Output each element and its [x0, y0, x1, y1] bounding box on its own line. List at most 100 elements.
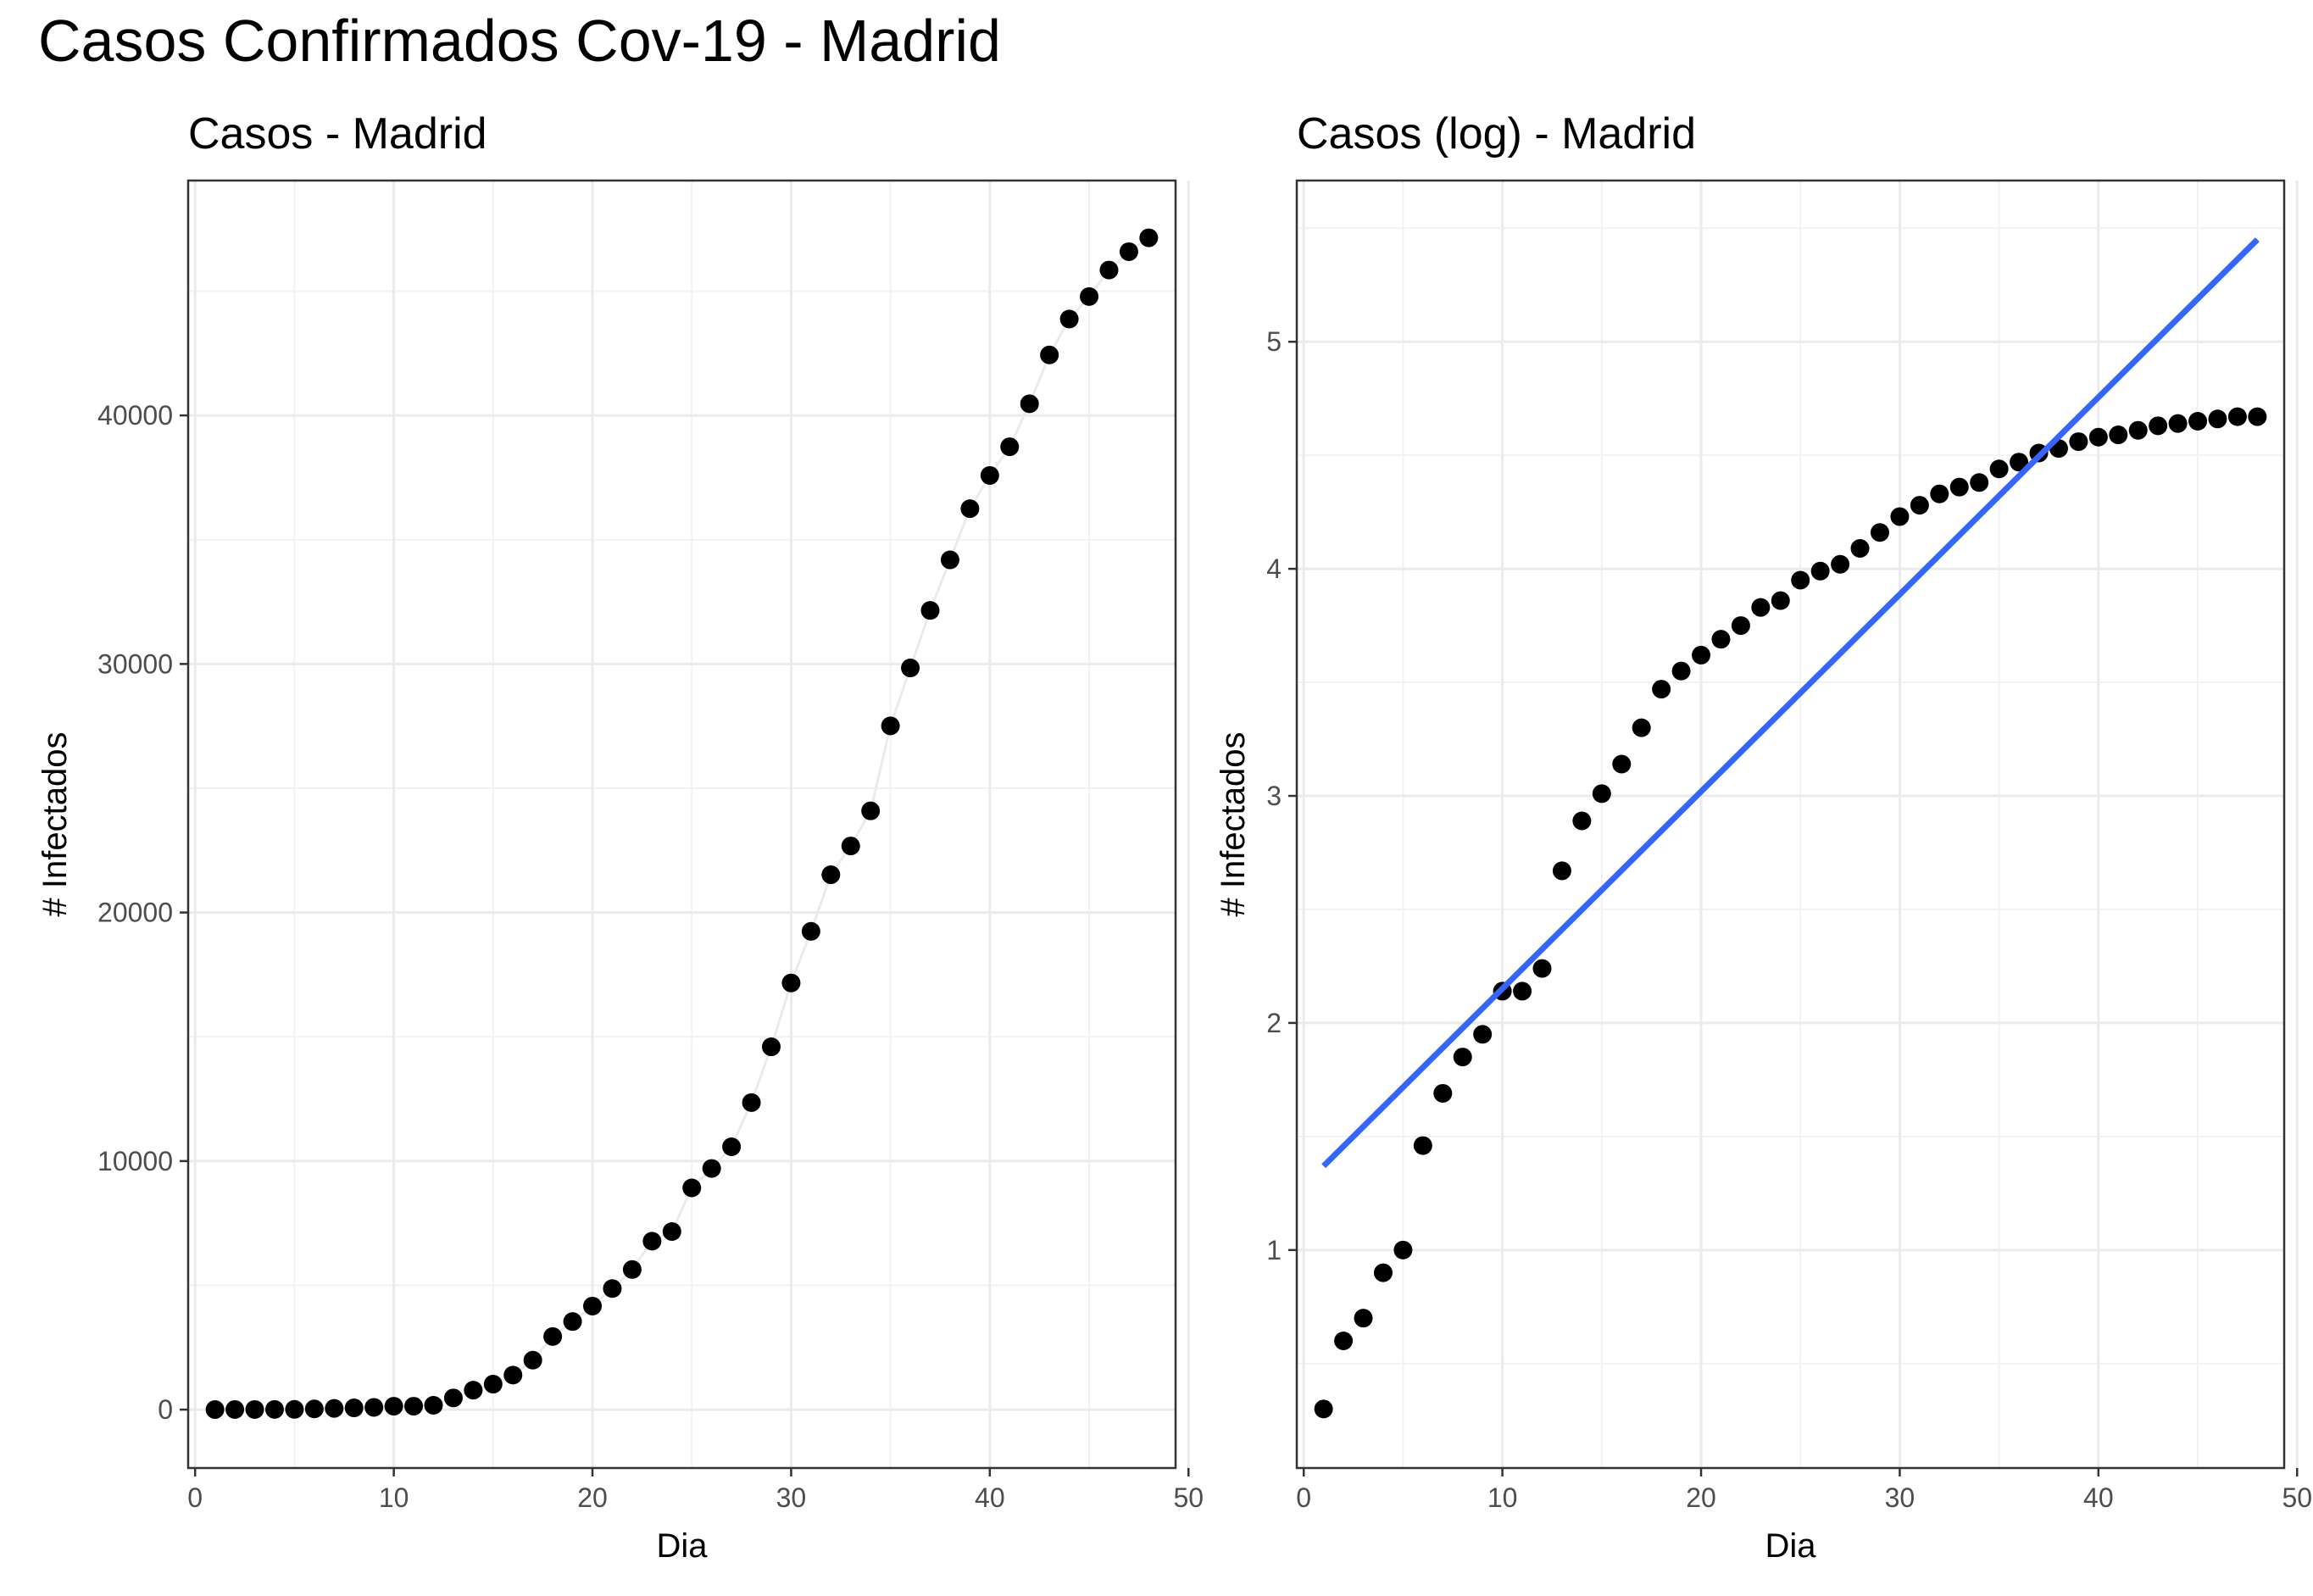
- data-point: [702, 1159, 721, 1178]
- data-point: [424, 1395, 443, 1415]
- data-point: [1711, 630, 1731, 649]
- data-point: [1334, 1331, 1354, 1350]
- data-point: [801, 921, 820, 941]
- data-point: [1731, 616, 1750, 636]
- data-point: [2010, 453, 2029, 472]
- data-point: [821, 865, 841, 885]
- data-point: [1771, 591, 1790, 610]
- panel-border-2: [1295, 179, 2286, 1470]
- x-tick-label: 40: [975, 1482, 1005, 1513]
- data-point: [344, 1399, 364, 1418]
- x-axis-title: Dia: [1765, 1527, 1816, 1565]
- data-point: [2227, 407, 2247, 426]
- data-point: [264, 1399, 284, 1419]
- data-point: [841, 837, 860, 856]
- x-axis-title: Dia: [656, 1527, 708, 1565]
- data-point: [1989, 459, 2009, 479]
- data-point: [1831, 554, 1850, 574]
- y-tick-label: 5: [1266, 326, 1282, 357]
- y-axis-title: # Infectados: [36, 732, 74, 917]
- data-point: [1890, 507, 1910, 526]
- panel-border-1: [186, 179, 1177, 1470]
- data-point: [285, 1399, 304, 1419]
- data-point: [1652, 680, 1671, 699]
- data-point: [543, 1326, 563, 1346]
- y-axis-title: # Infectados: [1215, 732, 1252, 917]
- data-point: [662, 1221, 681, 1241]
- chart-panel-2: 0 10 20 30 40 50 1 2 3 4 5 Casos (log) - Madrid Dia #…: [1215, 109, 2312, 1565]
- data-point: [2128, 420, 2148, 440]
- data-point: [1572, 811, 1592, 831]
- regression-line: [1321, 237, 2260, 1169]
- data-point: [1751, 598, 1771, 617]
- data-point: [1119, 242, 1138, 261]
- data-point: [781, 973, 801, 993]
- data-point: [722, 1137, 742, 1156]
- data-point: [940, 550, 959, 570]
- data-point: [483, 1375, 503, 1394]
- data-point: [2149, 416, 2168, 436]
- y-tick-label: 4: [1266, 553, 1282, 584]
- x-tick-label: 20: [1686, 1482, 1716, 1513]
- data-point: [1671, 661, 1691, 681]
- data-point: [1552, 861, 1571, 881]
- data-point: [2069, 432, 2088, 452]
- data-point: [325, 1399, 344, 1418]
- data-point: [901, 659, 920, 678]
- x-tick-label: 0: [187, 1482, 203, 1513]
- data-point: [761, 1037, 781, 1057]
- y-tick-label: 10000: [97, 1146, 173, 1176]
- data-point: [1433, 1083, 1453, 1103]
- data-point: [225, 1399, 245, 1419]
- y-tick-label: 3: [1266, 781, 1282, 811]
- data-point: [364, 1398, 384, 1417]
- data-point: [1949, 477, 1969, 497]
- data-point: [920, 601, 940, 620]
- data-point: [1413, 1136, 1432, 1155]
- data-point: [1930, 484, 1949, 503]
- data-point: [464, 1381, 483, 1400]
- data-point: [2208, 409, 2227, 429]
- data-point: [960, 499, 980, 519]
- plot-area-2: [1297, 181, 2284, 1468]
- x-tick-label: 50: [2282, 1482, 2312, 1513]
- data-point: [1373, 1263, 1393, 1282]
- data-point: [1791, 570, 1810, 590]
- data-point: [881, 716, 900, 736]
- data-point: [1632, 718, 1651, 737]
- x-tick-label: 10: [379, 1482, 409, 1513]
- y-tick-label: 0: [158, 1394, 173, 1425]
- data-point: [583, 1296, 603, 1315]
- data-point: [503, 1365, 523, 1385]
- data-point: [245, 1399, 264, 1419]
- data-point: [563, 1312, 582, 1332]
- data-point: [2109, 425, 2128, 445]
- y-tick-label: 2: [1266, 1008, 1282, 1038]
- chart-panel-1: 0 10 20 30 40 50 0 10000 20000 30000 40000 Casos - …: [36, 109, 1204, 1565]
- data-point: [1080, 286, 1099, 306]
- x-tick-label: 20: [577, 1482, 608, 1513]
- data-point: [1453, 1048, 1472, 1067]
- data-point: [682, 1178, 702, 1198]
- y-tick-label: 30000: [97, 648, 173, 679]
- data-point: [1393, 1240, 1413, 1260]
- x-tick-label: 50: [1173, 1482, 1204, 1513]
- data-point: [523, 1350, 542, 1370]
- main-title: Casos Confirmados Cov-19 - Madrid: [38, 8, 1001, 74]
- data-point: [1692, 645, 1711, 665]
- data-point: [2248, 407, 2267, 426]
- x-tick-label: 30: [1885, 1482, 1915, 1513]
- x-tick-label: 0: [1296, 1482, 1311, 1513]
- data-point: [861, 801, 881, 820]
- x-tick-label: 10: [1487, 1482, 1518, 1513]
- data-point: [1850, 539, 1870, 558]
- data-point: [443, 1388, 463, 1408]
- data-point: [1059, 309, 1079, 329]
- data-point: [304, 1399, 324, 1419]
- y-tick-label: 20000: [97, 898, 173, 928]
- data-point: [1000, 437, 1020, 457]
- data-point: [384, 1397, 403, 1416]
- y-tick-label: 1: [1266, 1235, 1282, 1265]
- data-point: [1810, 561, 1830, 581]
- data-point: [1473, 1025, 1493, 1044]
